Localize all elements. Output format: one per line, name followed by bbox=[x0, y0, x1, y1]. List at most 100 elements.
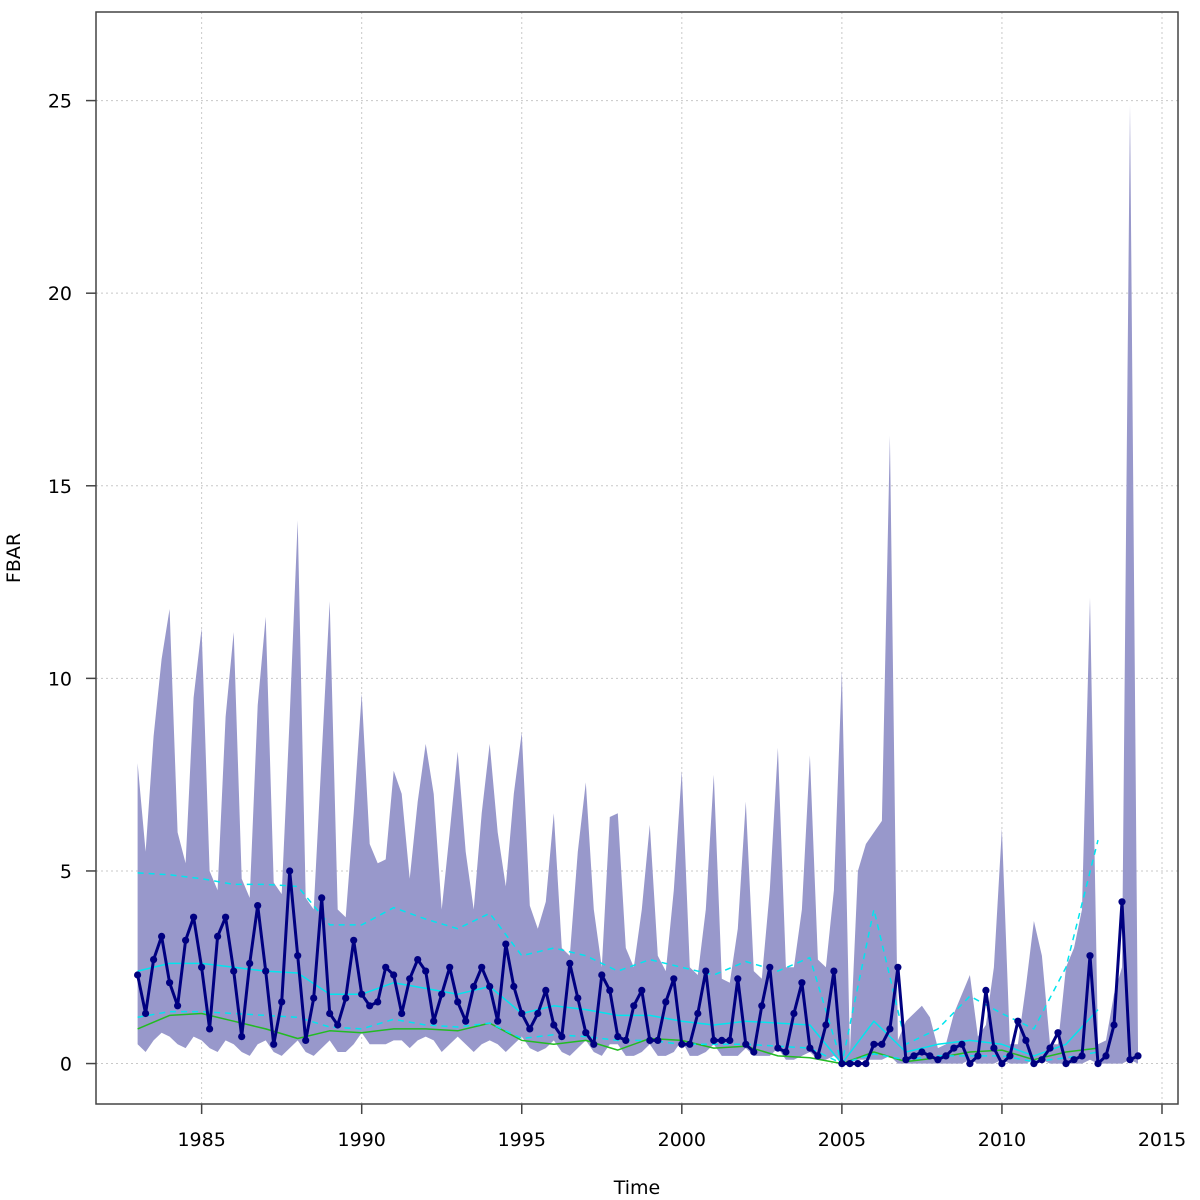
main-series-point bbox=[286, 867, 294, 875]
main-series-point bbox=[518, 1009, 526, 1018]
main-series-point bbox=[838, 1060, 846, 1068]
x-tick-label: 2010 bbox=[978, 1129, 1026, 1151]
main-series-point bbox=[390, 971, 398, 979]
main-series-point bbox=[934, 1056, 942, 1064]
main-series-point bbox=[1126, 1056, 1134, 1064]
main-series-point bbox=[982, 986, 990, 995]
main-series-point bbox=[1102, 1052, 1110, 1060]
main-series-point bbox=[382, 963, 390, 971]
main-series-point bbox=[918, 1048, 926, 1056]
main-series-point bbox=[1046, 1044, 1054, 1052]
main-series-point bbox=[662, 998, 670, 1006]
main-series-point bbox=[1110, 1021, 1118, 1029]
main-series-point bbox=[878, 1040, 886, 1048]
main-series-point bbox=[182, 936, 190, 944]
main-series-point bbox=[550, 1021, 558, 1029]
main-series-point bbox=[686, 1040, 694, 1048]
x-tick-label: 2015 bbox=[1138, 1129, 1186, 1151]
main-series-point bbox=[206, 1025, 214, 1033]
main-series-point bbox=[150, 956, 158, 964]
main-series-point bbox=[1014, 1017, 1022, 1025]
main-series-point bbox=[798, 979, 806, 987]
main-series-point bbox=[558, 1033, 566, 1041]
main-series-point bbox=[510, 982, 518, 991]
y-tick-label: 25 bbox=[48, 91, 72, 113]
main-series-point bbox=[166, 979, 174, 987]
main-series-point bbox=[494, 1017, 502, 1025]
main-series-point bbox=[862, 1060, 870, 1068]
main-series-point bbox=[134, 971, 142, 979]
main-series-point bbox=[654, 1036, 662, 1044]
main-series-point bbox=[702, 967, 710, 975]
x-tick-label: 1985 bbox=[177, 1129, 225, 1151]
main-series-point bbox=[526, 1025, 534, 1033]
main-series-point bbox=[1094, 1060, 1102, 1068]
main-series-point bbox=[750, 1048, 758, 1056]
main-series-point bbox=[350, 936, 358, 944]
x-axis-title: Time bbox=[613, 1177, 661, 1199]
main-series-point bbox=[1078, 1052, 1086, 1060]
main-series-point bbox=[470, 982, 478, 991]
main-series-point bbox=[998, 1060, 1006, 1068]
main-series-point bbox=[590, 1040, 598, 1048]
series-line-cyan-lower bbox=[137, 1010, 1099, 1065]
main-series-point bbox=[1006, 1052, 1014, 1060]
main-series-point bbox=[246, 959, 254, 968]
main-series-point bbox=[910, 1052, 918, 1060]
main-series-point bbox=[1062, 1060, 1070, 1068]
series-line-cyan-upper bbox=[137, 839, 1099, 1065]
main-series-point bbox=[734, 975, 742, 983]
main-series-point bbox=[582, 1029, 590, 1037]
main-series-point bbox=[318, 894, 326, 902]
main-series-point bbox=[198, 963, 206, 971]
main-series-point bbox=[254, 902, 262, 910]
main-series-point bbox=[638, 986, 646, 995]
y-tick-label: 10 bbox=[48, 668, 72, 690]
main-series-point bbox=[462, 1017, 470, 1025]
main-series-point bbox=[478, 963, 486, 971]
main-series-point bbox=[886, 1025, 894, 1033]
main-series-point bbox=[414, 956, 422, 964]
main-series-point bbox=[782, 1048, 790, 1056]
main-series-point bbox=[902, 1056, 910, 1064]
series-lines bbox=[136, 839, 1139, 1066]
main-series-point bbox=[358, 990, 366, 998]
main-series-point bbox=[742, 1040, 750, 1048]
main-series-point bbox=[766, 963, 774, 971]
main-series-point bbox=[142, 1009, 150, 1018]
main-series-point bbox=[598, 971, 606, 979]
main-series-point bbox=[942, 1052, 950, 1060]
main-series-point bbox=[238, 1033, 246, 1041]
y-tick-label: 0 bbox=[60, 1054, 72, 1076]
main-series-point bbox=[422, 967, 430, 975]
main-series-point bbox=[1022, 1036, 1030, 1044]
main-series-point bbox=[438, 990, 446, 998]
main-series-point bbox=[606, 986, 614, 995]
main-series-point bbox=[630, 1002, 638, 1010]
main-series-point bbox=[710, 1036, 718, 1044]
grid-lines bbox=[96, 12, 1178, 1104]
y-tick-label: 15 bbox=[48, 476, 72, 498]
x-tick-label: 2005 bbox=[818, 1129, 866, 1151]
main-series-point bbox=[790, 1009, 798, 1018]
main-series-point bbox=[486, 982, 494, 991]
y-tick-label: 20 bbox=[48, 283, 72, 305]
main-series-point bbox=[894, 963, 902, 971]
main-series-point bbox=[670, 975, 678, 983]
main-series-point bbox=[294, 952, 302, 960]
x-tick-label: 2000 bbox=[658, 1129, 706, 1151]
main-series-point bbox=[222, 913, 230, 921]
plot-frame bbox=[95, 11, 1179, 1105]
main-series-point bbox=[814, 1052, 822, 1060]
main-series-point bbox=[846, 1060, 854, 1068]
main-series-point bbox=[958, 1040, 966, 1048]
main-series-point bbox=[614, 1033, 622, 1041]
main-series-point bbox=[534, 1009, 542, 1018]
main-series-point bbox=[1030, 1060, 1038, 1068]
main-series-point bbox=[646, 1036, 654, 1044]
main-series-point bbox=[1070, 1056, 1078, 1064]
main-series-point bbox=[1086, 952, 1094, 960]
main-series-point bbox=[342, 994, 350, 1002]
main-series-point bbox=[326, 1009, 334, 1018]
main-series-point bbox=[454, 998, 462, 1006]
